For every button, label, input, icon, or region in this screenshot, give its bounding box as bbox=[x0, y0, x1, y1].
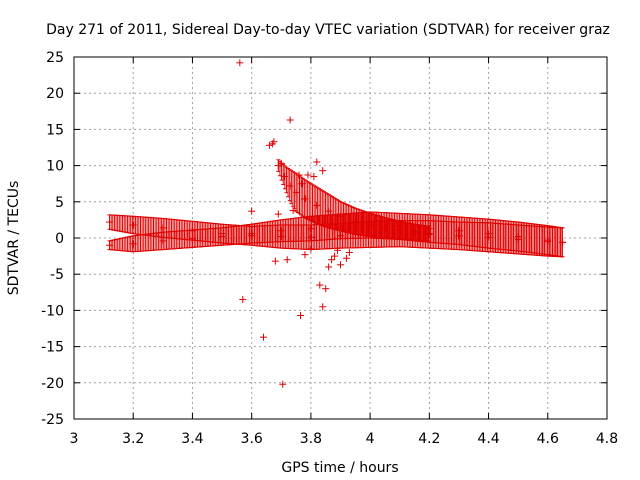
x-tick-label: 4.2 bbox=[418, 431, 440, 447]
y-axis-label: SDTVAR / TECUs bbox=[6, 181, 22, 296]
data-point-series-2 bbox=[301, 195, 309, 203]
data-point-series-2 bbox=[411, 228, 419, 236]
x-tick-label: 3.2 bbox=[122, 431, 144, 447]
data-point-series-2 bbox=[280, 172, 288, 180]
x-tick-label: 3 bbox=[70, 431, 79, 447]
outlier-point bbox=[304, 171, 312, 179]
outlier-point bbox=[277, 159, 285, 167]
x-tick-label: 3.8 bbox=[300, 431, 322, 447]
data-point-series-1 bbox=[129, 240, 137, 248]
data-point-series-2 bbox=[396, 226, 404, 234]
outlier-point bbox=[265, 141, 273, 149]
x-axis-label: GPS time / hours bbox=[281, 460, 398, 476]
outlier-point bbox=[307, 245, 315, 253]
outlier-point bbox=[331, 252, 339, 260]
x-tick-label: 4 bbox=[366, 431, 375, 447]
data-point-series-1 bbox=[559, 238, 567, 246]
y-tick-label: -20 bbox=[41, 376, 64, 392]
data-point-series-2 bbox=[313, 201, 321, 209]
outlier-point bbox=[337, 261, 344, 269]
data-point-series-0 bbox=[106, 218, 114, 226]
data-point-series-1 bbox=[248, 230, 256, 238]
data-point-series-2 bbox=[337, 212, 344, 220]
x-tick-label: 3.6 bbox=[241, 431, 263, 447]
data-layer bbox=[106, 59, 567, 388]
outlier-point bbox=[342, 254, 350, 262]
data-point-series-1 bbox=[277, 227, 285, 235]
data-point-series-1 bbox=[544, 236, 552, 244]
outlier-point bbox=[310, 172, 318, 180]
outlier-point bbox=[279, 380, 287, 388]
tick-layer: 3 3.2 3.4 3.6 3.8 4 4.2 4.4 4.6 4.8 -25 -20 -15 -10 -5… bbox=[41, 50, 618, 447]
data-point-series-2 bbox=[286, 182, 294, 190]
outlier-point bbox=[270, 138, 278, 146]
outlier-point bbox=[322, 285, 330, 293]
outlier-point bbox=[271, 257, 279, 265]
x-tick-label: 3.4 bbox=[181, 431, 203, 447]
y-tick-label: -15 bbox=[41, 340, 64, 356]
outlier-point bbox=[316, 281, 324, 289]
x-tick-label: 4.6 bbox=[537, 431, 559, 447]
x-tick-label: 4.8 bbox=[596, 431, 618, 447]
data-point-series-1 bbox=[514, 233, 522, 241]
outlier-point bbox=[319, 167, 327, 175]
outlier-point bbox=[283, 256, 291, 264]
outlier-point bbox=[328, 256, 336, 264]
outlier-point bbox=[297, 311, 305, 319]
outlier-point bbox=[239, 296, 247, 304]
data-point-series-0 bbox=[129, 221, 137, 229]
y-tick-label: 10 bbox=[46, 159, 64, 175]
data-point-series-2 bbox=[366, 221, 374, 229]
data-point-series-1 bbox=[218, 233, 226, 241]
outlier-point bbox=[319, 303, 327, 311]
y-tick-label: 5 bbox=[55, 195, 64, 211]
outlier-point bbox=[274, 210, 282, 218]
y-tick-label: 15 bbox=[46, 122, 64, 138]
data-point-series-0 bbox=[159, 224, 167, 232]
y-tick-label: -10 bbox=[41, 303, 64, 319]
outlier-point bbox=[260, 333, 268, 341]
data-point-series-2 bbox=[381, 224, 389, 232]
outlier-point bbox=[301, 251, 309, 259]
y-tick-label: 0 bbox=[55, 231, 64, 247]
data-point-series-1 bbox=[159, 237, 167, 245]
outlier-point bbox=[289, 206, 297, 214]
outlier-point bbox=[325, 263, 333, 271]
data-point-series-1 bbox=[106, 241, 114, 249]
data-point-series-1 bbox=[188, 235, 196, 243]
y-tick-label: -5 bbox=[50, 267, 64, 283]
outlier-point bbox=[248, 207, 256, 215]
data-point-series-2 bbox=[351, 217, 359, 225]
data-point-series-2 bbox=[325, 207, 333, 215]
outlier-point bbox=[298, 180, 306, 188]
outlier-point bbox=[236, 59, 244, 67]
data-point-series-1 bbox=[307, 225, 315, 233]
y-tick-label: -25 bbox=[41, 412, 64, 428]
y-tick-label: 20 bbox=[46, 86, 64, 102]
x-tick-label: 4.4 bbox=[477, 431, 499, 447]
data-point-series-1 bbox=[455, 227, 463, 235]
data-point-series-1 bbox=[485, 230, 493, 238]
data-point-series-2 bbox=[292, 188, 300, 196]
outlier-point bbox=[295, 171, 303, 179]
outlier-point bbox=[334, 246, 342, 254]
data-point-series-2 bbox=[425, 230, 433, 238]
chart-title: Day 271 of 2011, Sidereal Day-to-day VTE… bbox=[46, 22, 610, 38]
y-tick-label: 25 bbox=[46, 50, 64, 66]
outlier-point bbox=[345, 248, 353, 256]
outlier-point bbox=[313, 158, 321, 166]
outlier-point bbox=[286, 116, 294, 124]
